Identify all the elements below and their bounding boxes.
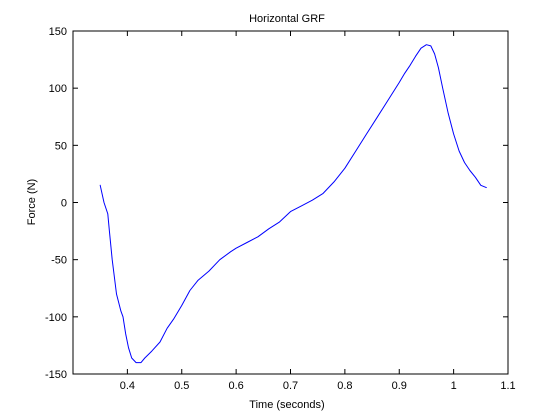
x-tick-label: 0.6 [228, 380, 243, 392]
x-tick-label: 0.5 [174, 380, 189, 392]
plot-area [72, 30, 509, 375]
y-tick-label: 150 [49, 26, 67, 38]
y-axis: -150 -100 -50 0 50 100 150 [45, 26, 508, 381]
x-tick-label: 0.8 [337, 380, 352, 392]
y-tick-label: 0 [61, 198, 67, 210]
y-tick-label: 100 [49, 83, 67, 95]
x-tick-label: 0.4 [120, 380, 135, 392]
y-tick-label: -50 [51, 255, 67, 267]
x-tick-label: 0.9 [392, 380, 407, 392]
x-axis: 0.4 0.5 0.6 0.7 0.8 0.9 1 1.1 [120, 31, 516, 392]
x-axis-label: Time (seconds) [249, 399, 324, 411]
chart-title: Horizontal GRF [249, 13, 325, 25]
series-layer [99, 44, 487, 364]
x-tick-label: 1.1 [500, 380, 515, 392]
series-line-horizontal-grf [99, 44, 487, 364]
y-axis-label: Force (N) [26, 179, 38, 225]
y-tick-label: 50 [55, 140, 67, 152]
y-tick-label: -150 [45, 369, 67, 381]
x-tick-label: 1 [451, 380, 457, 392]
x-tick-label: 0.7 [283, 380, 298, 392]
y-tick-label: -100 [45, 312, 67, 324]
